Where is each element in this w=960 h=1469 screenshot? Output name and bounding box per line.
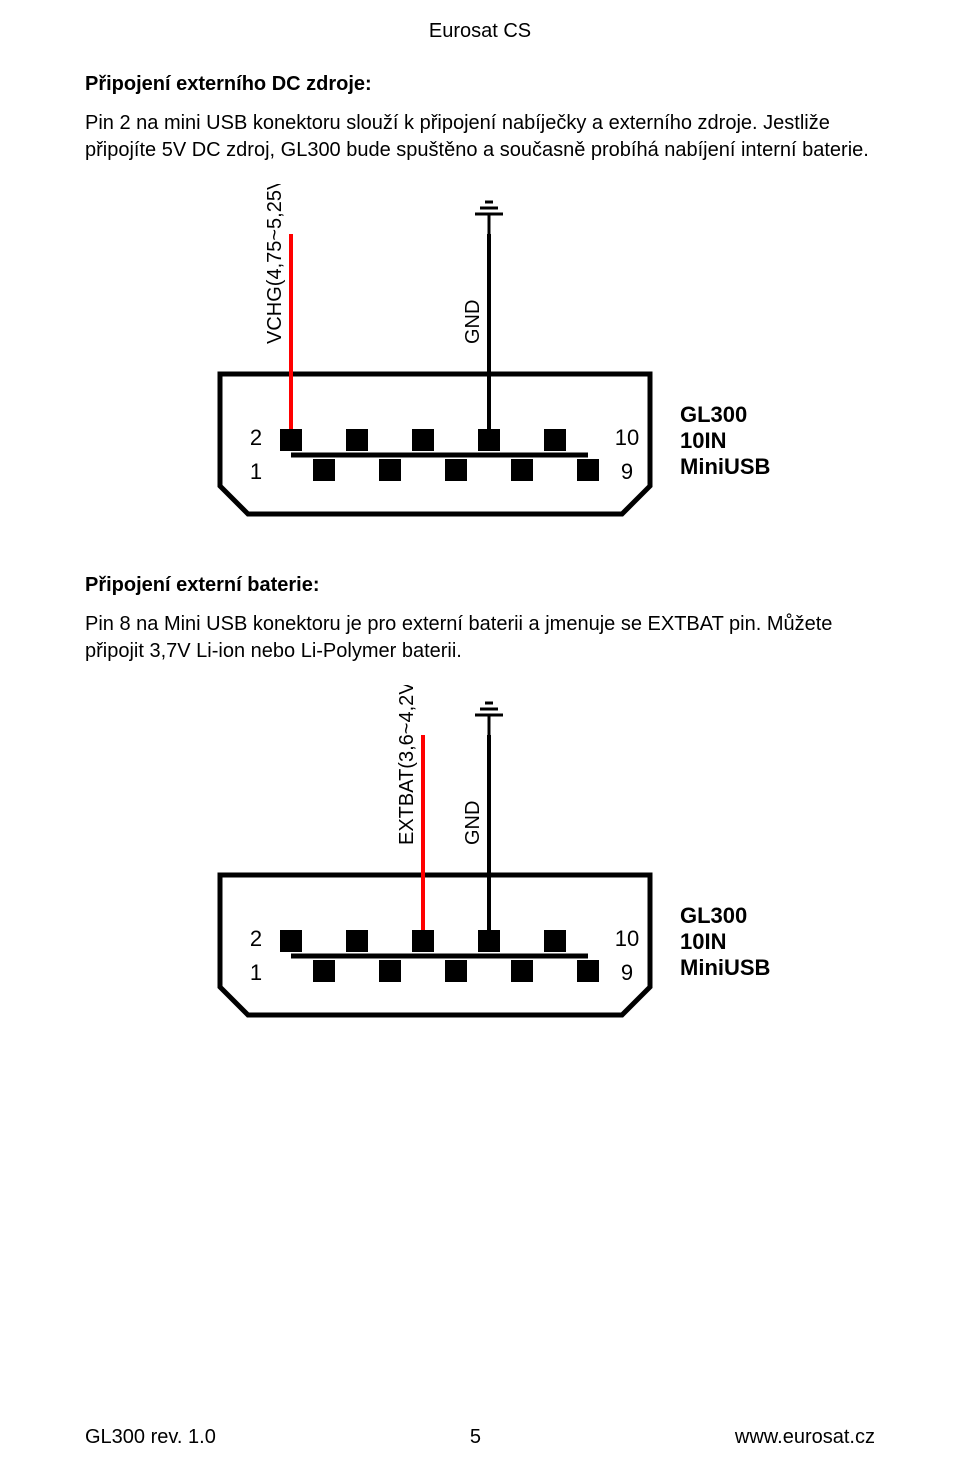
diagram2: 2 1 10 9 GL30010INMiniUSB EXTBAT(3,6~4,2V) GND: [160, 685, 800, 1035]
diagram2-wrap: 2 1 10 9 GL30010INMiniUSB EXTBAT(3,6~4,2V) GND: [85, 685, 875, 1035]
svg-text:EXTBAT(3,6~4,2V): EXTBAT(3,6~4,2V): [396, 685, 418, 845]
svg-text:GL300: GL300: [680, 903, 747, 928]
section1-title: Připojení externího DC zdroje:: [85, 73, 875, 96]
svg-text:2: 2: [250, 926, 262, 951]
svg-text:GND: GND: [462, 300, 484, 344]
svg-text:10IN: 10IN: [680, 428, 726, 453]
svg-text:10IN: 10IN: [680, 929, 726, 954]
footer-center: 5: [470, 1426, 481, 1449]
svg-text:GL300: GL300: [680, 402, 747, 427]
svg-text:VCHG(4,75~5,25V): VCHG(4,75~5,25V): [264, 184, 286, 344]
diagram1: 2 1 10 9 GL30010INMiniUSB VCHG(4,75~5,25V) GND: [160, 184, 800, 534]
svg-text:1: 1: [250, 459, 262, 484]
svg-text:2: 2: [250, 425, 262, 450]
footer-left: GL300 rev. 1.0: [85, 1426, 216, 1449]
header-company: Eurosat CS: [85, 20, 875, 43]
section1-paragraph: Pin 2 na mini USB konektoru slouží k při…: [85, 110, 875, 164]
svg-text:10: 10: [615, 425, 639, 450]
svg-text:MiniUSB: MiniUSB: [680, 454, 770, 479]
svg-text:1: 1: [250, 960, 262, 985]
svg-text:9: 9: [621, 960, 633, 985]
svg-text:9: 9: [621, 459, 633, 484]
diagram1-wrap: 2 1 10 9 GL30010INMiniUSB VCHG(4,75~5,25V) GND: [85, 184, 875, 534]
footer: GL300 rev. 1.0 5 www.eurosat.cz: [85, 1426, 875, 1449]
svg-text:10: 10: [615, 926, 639, 951]
section2-title: Připojení externí baterie:: [85, 574, 875, 597]
page: Eurosat CS Připojení externího DC zdroje…: [0, 0, 960, 1469]
svg-text:GND: GND: [462, 801, 484, 845]
section2-paragraph: Pin 8 na Mini USB konektoru je pro exter…: [85, 611, 875, 665]
footer-right: www.eurosat.cz: [735, 1426, 875, 1449]
svg-text:MiniUSB: MiniUSB: [680, 955, 770, 980]
